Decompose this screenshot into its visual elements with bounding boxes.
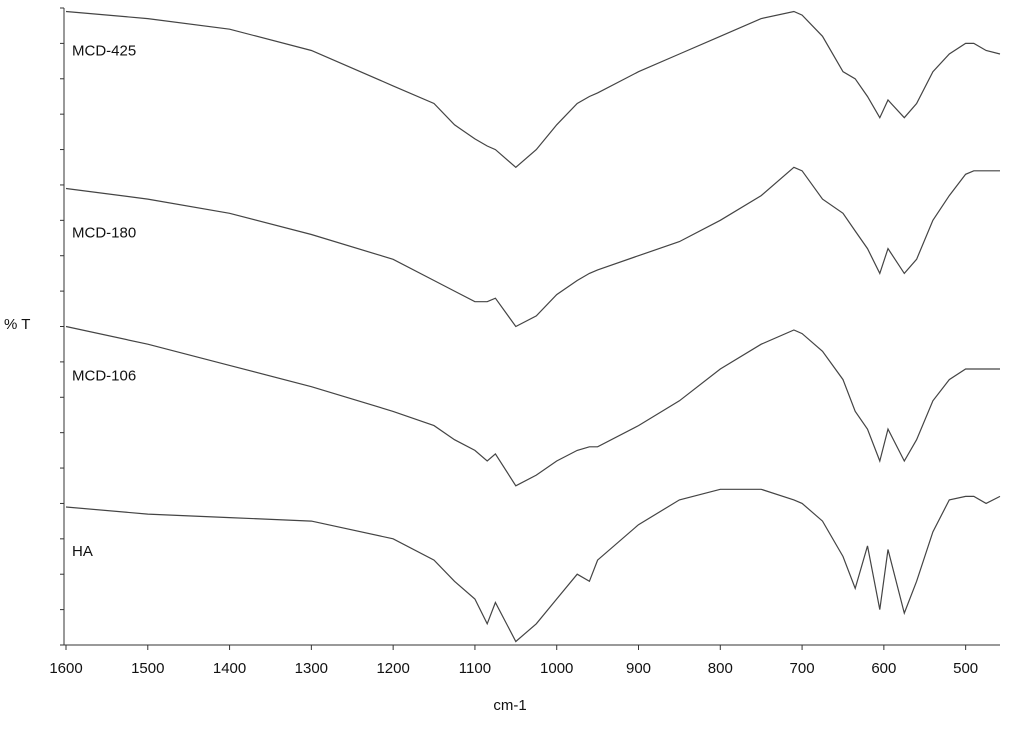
spectrum-line [65,488,1001,643]
x-axis-label: cm-1 [493,697,526,714]
x-tick-label: 900 [626,660,651,677]
series-label: MCD-180 [72,224,136,241]
series-label: MCD-106 [72,367,136,384]
spectrum-line [65,325,1000,487]
x-tick-label: 1300 [295,660,328,677]
x-tick-label: 1500 [131,660,164,677]
x-tick-label: 1600 [49,660,82,677]
x-tick-label: 600 [871,660,896,677]
x-tick-label: 1100 [459,660,491,677]
x-tick-label: 500 [953,660,978,677]
x-tick-label: 1200 [376,660,409,677]
x-tick-label: 1400 [213,660,246,677]
x-tick-label: 1000 [540,660,573,677]
x-tick-label: 700 [790,660,815,677]
spectrum-line [65,166,1000,328]
series-label: MCD-425 [72,43,136,60]
x-tick-label: 800 [708,660,733,677]
series-label: HA [72,543,93,560]
y-axis-label: % T [4,316,30,333]
spectrum-line [65,10,1001,169]
